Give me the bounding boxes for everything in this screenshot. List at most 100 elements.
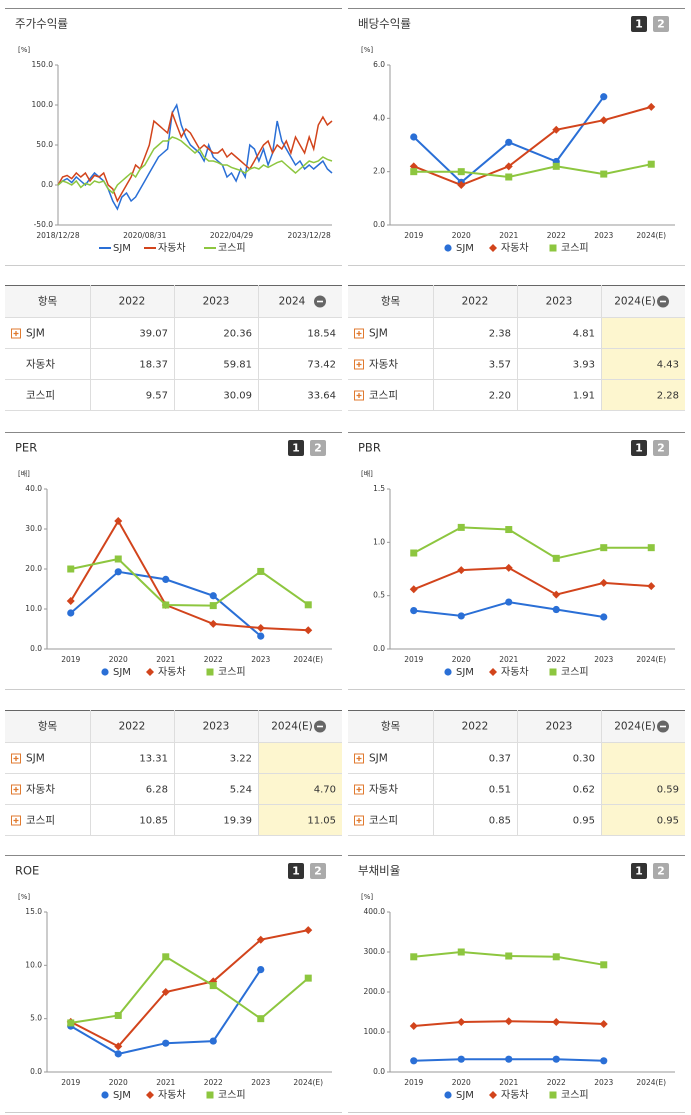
- legend-label: SJM: [456, 667, 474, 678]
- header-cell: 2023: [203, 721, 230, 733]
- row-label: SJM: [369, 328, 388, 340]
- marker: [549, 244, 557, 252]
- x-tick-label: 2023/12/28: [288, 231, 331, 240]
- tab-button[interactable]: [631, 16, 647, 32]
- series-line: [57, 110, 333, 203]
- legend-label: SJM: [456, 243, 474, 254]
- marker: [600, 961, 608, 969]
- series-line: [70, 955, 309, 1024]
- header-cell: 2024(E): [614, 296, 656, 308]
- marker: [599, 1020, 608, 1028]
- chart-title: ROE: [15, 864, 39, 878]
- data-table: 항목 2022 2023 2024(E) SJM 2.38 4.81 자동차 3.57 3.93 4…: [348, 285, 685, 411]
- tab-label[interactable]: 2: [657, 18, 665, 31]
- tab-label[interactable]: 2: [657, 865, 665, 878]
- marker: [600, 544, 608, 552]
- chart-title: PER: [15, 441, 37, 455]
- x-tick-label: 2021: [499, 1078, 518, 1087]
- row-label: 자동차: [26, 359, 55, 371]
- tab-label[interactable]: 1: [292, 442, 300, 455]
- header-cell: 2024(E): [271, 721, 313, 733]
- tab-label[interactable]: 1: [635, 865, 643, 878]
- table-cell: 18.37: [139, 360, 168, 371]
- table-cell: 2.20: [489, 391, 511, 402]
- marker: [552, 1018, 561, 1026]
- tab-label[interactable]: 1: [292, 865, 300, 878]
- x-tick-label: 2022: [204, 1078, 223, 1087]
- marker: [257, 632, 265, 640]
- marker: [101, 1091, 109, 1099]
- tab-button[interactable]: [653, 863, 669, 879]
- marker: [114, 1011, 122, 1019]
- marker: [114, 568, 122, 576]
- marker: [549, 668, 557, 676]
- tab-label[interactable]: 2: [314, 442, 322, 455]
- table-cell: 19.39: [223, 816, 252, 827]
- x-tick-label: 2020: [452, 655, 471, 664]
- table-cell: 18.54: [307, 329, 336, 340]
- expand-plus: [13, 818, 19, 823]
- y-tick-label: 0.0: [30, 644, 42, 653]
- table-cell: 0.30: [573, 754, 595, 765]
- tab-label[interactable]: 1: [635, 442, 643, 455]
- tab-button[interactable]: [310, 863, 326, 879]
- table-cell: 9.57: [146, 391, 168, 402]
- table-cell: 0.62: [573, 785, 595, 796]
- expand-plus: [356, 756, 362, 761]
- y-tick-label: 30.0: [25, 524, 42, 533]
- tab-button[interactable]: [653, 16, 669, 32]
- y-tick-label: 300.0: [364, 947, 386, 956]
- table-cell: 59.81: [223, 360, 252, 371]
- series-line: [413, 105, 652, 187]
- marker: [504, 1017, 513, 1026]
- unit-label: [%]: [361, 46, 373, 54]
- tab-button[interactable]: [288, 440, 304, 456]
- tab-label[interactable]: 2: [314, 865, 322, 878]
- marker: [209, 982, 217, 990]
- x-tick-label: 2022: [204, 655, 223, 664]
- tab-button[interactable]: [653, 440, 669, 456]
- x-tick-label: 2022: [547, 1078, 566, 1087]
- data-table: 항목 2022 2023 2024(E) SJM 13.31 3.22 자동차 6.28 5.24…: [5, 710, 342, 836]
- tab-button[interactable]: [310, 440, 326, 456]
- row-label: 코스피: [26, 815, 55, 827]
- row-label: 자동차: [369, 359, 398, 371]
- header-cell: 2024(E): [614, 721, 656, 733]
- tab-button[interactable]: [631, 863, 647, 879]
- marker: [552, 162, 560, 170]
- y-tick-label: 15.0: [25, 907, 42, 916]
- unit-label: [%]: [18, 893, 30, 901]
- table-cell: 4.81: [573, 329, 595, 340]
- table-cell: 30.09: [223, 391, 252, 402]
- x-tick-label: 2023: [594, 231, 613, 240]
- marker: [457, 566, 466, 575]
- marker: [256, 624, 265, 633]
- header-cell: 항목: [381, 721, 401, 733]
- table-cell: 5.24: [230, 785, 252, 796]
- marker: [256, 935, 265, 944]
- header-cell: 2023: [546, 296, 573, 308]
- row-label: SJM: [26, 328, 45, 340]
- panel-bg: [348, 432, 685, 690]
- tab-label[interactable]: 2: [657, 442, 665, 455]
- marker: [67, 565, 75, 573]
- tab-label[interactable]: 1: [635, 18, 643, 31]
- row-label: 자동차: [369, 784, 398, 796]
- marker: [162, 1039, 170, 1047]
- unit-label: [%]: [361, 893, 373, 901]
- expand-plus: [356, 362, 362, 367]
- y-tick-label: 20.0: [25, 564, 42, 573]
- table-cell: 33.64: [307, 391, 336, 402]
- marker: [505, 173, 513, 181]
- table-cell: 10.85: [139, 816, 168, 827]
- marker: [304, 601, 312, 609]
- marker: [504, 563, 513, 572]
- legend-label: 자동차: [158, 242, 186, 254]
- x-tick-label: 2019: [404, 231, 423, 240]
- x-tick-label: 2019: [404, 1078, 423, 1087]
- tab-button[interactable]: [631, 440, 647, 456]
- marker: [552, 125, 561, 134]
- y-tick-label: 0.0: [373, 220, 385, 229]
- tab-button[interactable]: [288, 863, 304, 879]
- marker: [257, 1015, 265, 1023]
